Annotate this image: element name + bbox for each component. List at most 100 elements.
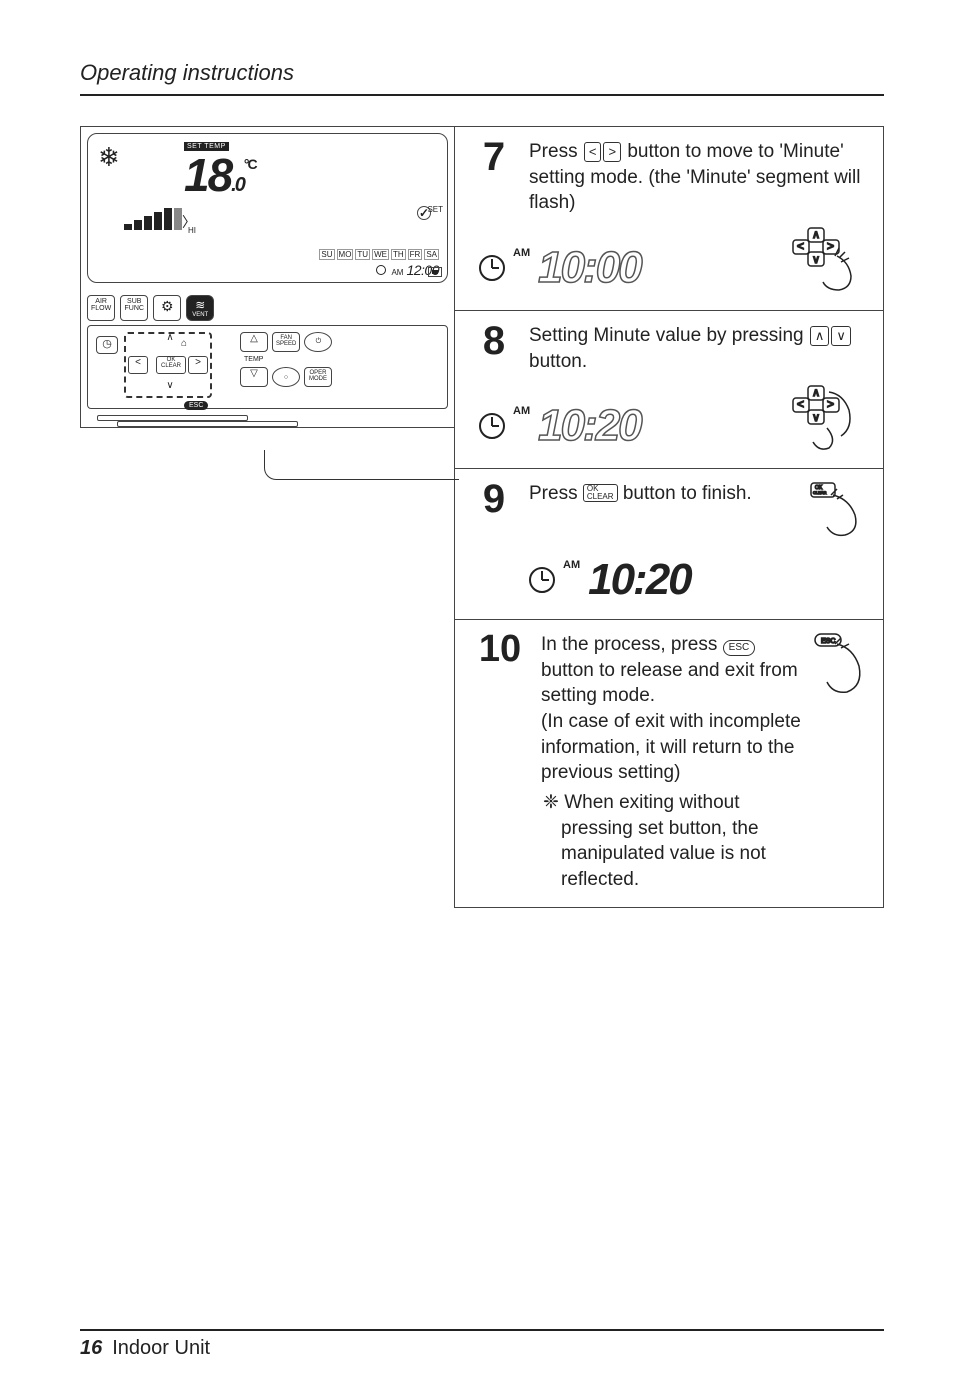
weekday-row: SU MO TU WE TH FR SA	[319, 249, 439, 260]
seg-time: 10:20	[538, 401, 641, 451]
screen-am: AM	[391, 268, 403, 277]
time-display: AM 10:20	[479, 401, 641, 451]
esc-icon: ESC	[723, 640, 756, 656]
svg-text:>: >	[827, 397, 834, 411]
step-text: Press <> button to move to 'Minute' sett…	[529, 139, 869, 216]
left-icon: <	[584, 142, 602, 162]
clock-icon	[479, 255, 505, 281]
time-display: AM 10:00	[479, 243, 641, 293]
hi-label: HI	[188, 226, 196, 235]
footer-rule	[80, 1329, 884, 1331]
hand-press-lr-icon: < > ∧ ∨	[789, 226, 859, 296]
snowflake-icon: ❄	[98, 142, 120, 172]
svg-text:∨: ∨	[812, 412, 820, 424]
time-display: AM 10:20	[469, 555, 869, 605]
text: button to finish.	[618, 483, 752, 504]
step-number: 7	[469, 139, 519, 175]
left-arrow-btn[interactable]: <	[128, 356, 148, 374]
temp-down-btn[interactable]: ▽	[240, 367, 268, 387]
temp-unit: °C	[244, 156, 256, 172]
weekday: FR	[408, 249, 423, 260]
weekday: SA	[424, 249, 439, 260]
ok-clear-btn[interactable]: OKCLEAR	[156, 356, 186, 374]
svg-text:∧: ∧	[812, 229, 820, 241]
hour-ghost: 10:	[538, 401, 596, 450]
circle-btn[interactable]: ○	[272, 367, 300, 387]
lower-panel: ◷ ∧ ⌂ < OKCLEAR > ∨ ESC △ FANSPEED	[87, 325, 448, 409]
temp-display: 18.0°C	[184, 148, 256, 202]
step-number: 9	[469, 481, 519, 517]
svg-text:ESC: ESC	[821, 638, 835, 645]
svg-text:∧: ∧	[812, 387, 820, 399]
foot-ridge	[87, 415, 448, 423]
fan-bars	[124, 208, 182, 230]
weekday: MO	[337, 249, 354, 260]
subfunc-btn[interactable]: SUBFUNC	[120, 295, 148, 321]
temp-up-btn[interactable]: △	[240, 332, 268, 352]
up-arrow-btn[interactable]: ∧	[160, 332, 180, 350]
svg-text:CLEAR: CLEAR	[813, 490, 826, 495]
svg-text:<: <	[797, 239, 804, 253]
button-panel-row1: AIRFLOW SUBFUNC ⚙ ≋VENT	[81, 289, 454, 325]
bullet-icon: ❈	[543, 792, 559, 813]
step-text: Setting Minute value by pressing ∧∨ butt…	[529, 323, 869, 374]
power-btn[interactable]: ⏻	[304, 332, 332, 352]
text: Press	[529, 141, 583, 162]
hour-ghost: 10:	[538, 243, 596, 292]
temp-value: 18	[184, 149, 231, 201]
steps-column: 7 Press <> button to move to 'Minute' se…	[455, 126, 884, 908]
text: (In case of exit with incomplete informa…	[541, 709, 803, 786]
text: button to release and exit from setting …	[541, 660, 798, 707]
remote-screen: ❄ SET TEMP 18.0°C 〉 HI ✓ SET SU MO TU WE…	[87, 133, 448, 283]
down-arrow-btn[interactable]: ∨	[160, 380, 180, 398]
am-label: AM	[563, 559, 580, 571]
clock-icon	[529, 567, 555, 593]
step-number: 10	[469, 632, 531, 666]
clock-button[interactable]: ◷	[96, 336, 118, 354]
weekday: TU	[355, 249, 370, 260]
step-7: 7 Press <> button to move to 'Minute' se…	[454, 126, 884, 311]
esc-btn[interactable]: ESC	[184, 401, 208, 410]
weekday: TH	[391, 249, 406, 260]
hand-press-ok-icon: OKCLEAR	[809, 481, 869, 541]
remote-box: ❄ SET TEMP 18.0°C 〉 HI ✓ SET SU MO TU WE…	[80, 126, 455, 428]
fanspeed-btn[interactable]: FANSPEED	[272, 332, 300, 352]
step-8: 8 Setting Minute value by pressing ∧∨ bu…	[454, 311, 884, 469]
down-icon: ∨	[831, 326, 851, 346]
page-footer: 16 Indoor Unit	[80, 1329, 884, 1360]
step-10: 10 In the process, press ESC button to r…	[454, 620, 884, 907]
minute-outline: 20	[596, 401, 641, 450]
svg-text:<: <	[797, 397, 804, 411]
clock-icon	[479, 413, 505, 439]
weekday: SU	[319, 249, 334, 260]
gear-btn[interactable]: ⚙	[153, 295, 181, 321]
right-icon: >	[603, 142, 621, 162]
temp-dec: .0	[231, 174, 244, 196]
am-label: AM	[513, 247, 530, 259]
remote-illustration: ❄ SET TEMP 18.0°C 〉 HI ✓ SET SU MO TU WE…	[80, 126, 455, 908]
ok-clear-icon: OKCLEAR	[583, 484, 618, 502]
vent-btn[interactable]: ≋VENT	[186, 295, 214, 321]
page-number: 16	[80, 1337, 102, 1359]
text: Press	[529, 483, 583, 504]
am-label: AM	[513, 405, 530, 417]
note: ❈ When exiting without pressing set butt…	[541, 790, 803, 893]
hand-press-esc-icon: ESC	[813, 632, 869, 702]
seg-time: 10:00	[538, 243, 641, 293]
airflow-btn[interactable]: AIRFLOW	[87, 295, 115, 321]
nav-dpad: ∧ ⌂ < OKCLEAR > ∨ ESC	[124, 332, 212, 398]
footer-label: Indoor Unit	[112, 1337, 210, 1359]
page-header: Operating instructions	[80, 60, 884, 86]
note-text: When exiting without pressing set button…	[561, 792, 766, 890]
usb-port-icon	[428, 267, 442, 277]
step-text: Press OKCLEAR button to finish.	[529, 481, 799, 507]
right-arrow-btn[interactable]: >	[188, 356, 208, 374]
opermode-btn[interactable]: OPERMODE	[304, 367, 332, 387]
content-area: ❄ SET TEMP 18.0°C 〉 HI ✓ SET SU MO TU WE…	[80, 126, 884, 908]
weekday: WE	[372, 249, 389, 260]
step-9: 9 Press OKCLEAR button to finish. OKCLEA…	[454, 469, 884, 620]
hand-press-ud-icon: < > ∧ ∨	[789, 384, 859, 454]
step-text: In the process, press ESC button to rele…	[541, 632, 803, 892]
svg-text:>: >	[827, 239, 834, 253]
step-number: 8	[469, 323, 519, 359]
